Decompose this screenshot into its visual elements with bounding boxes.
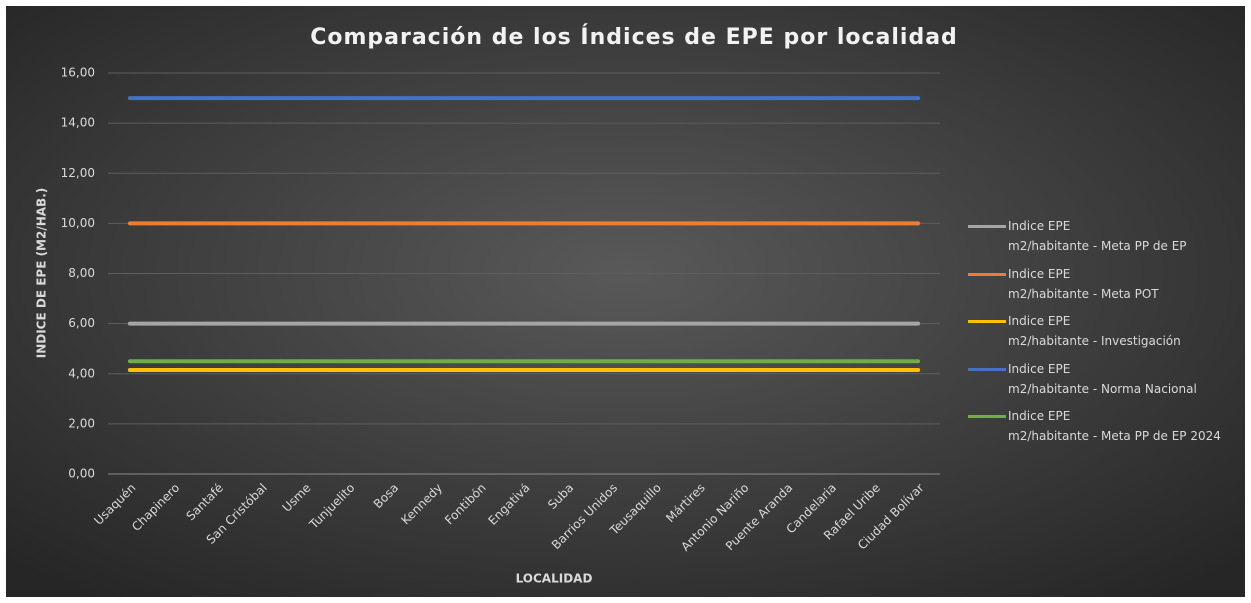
y-tick-label: 6,00 [68, 316, 95, 330]
legend-label: Indice EPE m2/habitante - Meta POT [1008, 266, 1159, 301]
legend-swatch [968, 367, 1006, 371]
legend-swatch [968, 415, 1006, 418]
y-tick-label: 16,00 [61, 66, 95, 80]
legend-entry: Indice EPE m2/habitante - Meta PP de EP … [968, 406, 1238, 454]
legend-swatch [968, 225, 1006, 228]
legend-entry: Indice EPE m2/habitante - Investigación [968, 311, 1238, 359]
legend-label: Indice EPE m2/habitante - Norma Nacional [1008, 361, 1197, 396]
y-axis-title: INDICE DE EPE (M2/HAB.) [35, 188, 49, 359]
legend-swatch [968, 320, 1006, 323]
y-tick-label: 10,00 [61, 216, 95, 230]
chart-title: Comparación de los Índices de EPE por lo… [310, 24, 958, 50]
y-tick-label: 2,00 [68, 416, 95, 430]
legend-label: Indice EPE m2/habitante - Meta PP de EP [1008, 219, 1187, 253]
legend-entry: Indice EPE m2/habitante - Meta PP de EP [968, 216, 1238, 264]
chart-background [6, 6, 1245, 597]
y-tick-label: 8,00 [68, 266, 95, 280]
legend-label: Indice EPE m2/habitante - Meta PP de EP … [1008, 409, 1221, 443]
legend-entry: Indice EPE m2/habitante - Meta POT [968, 264, 1238, 312]
y-tick-label: 14,00 [61, 116, 95, 130]
y-tick-label: 0,00 [68, 467, 95, 481]
legend-label: Indice EPE m2/habitante - Investigación [1008, 314, 1181, 348]
y-tick-label: 4,00 [68, 366, 95, 380]
legend-swatch [968, 272, 1006, 276]
y-tick-label: 12,00 [61, 166, 95, 180]
x-axis-title: LOCALIDAD [516, 572, 593, 586]
legend-entry: Indice EPE m2/habitante - Norma Nacional [968, 359, 1238, 407]
legend: Indice EPE m2/habitante - Meta PP de EP I… [968, 216, 1238, 454]
